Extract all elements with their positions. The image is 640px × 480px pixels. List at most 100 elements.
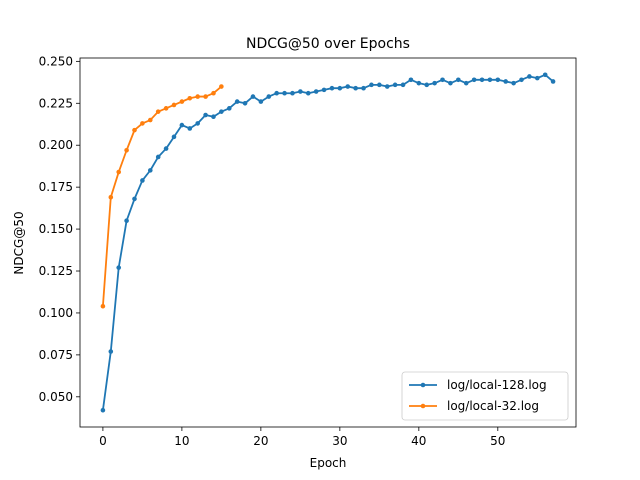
data-point (211, 114, 216, 120)
data-point (321, 87, 327, 93)
axes-frame (79, 57, 577, 428)
data-point (179, 122, 185, 128)
chart-title: NDCG@50 over Epochs (246, 36, 410, 52)
x-axis: 0 10 20 30 40 50 (99, 427, 505, 448)
data-point (527, 74, 532, 79)
legend: log/local-128.log log/local-32.log (401, 371, 569, 421)
data-point (400, 82, 406, 88)
data-point (298, 89, 303, 94)
data-point (440, 77, 445, 83)
data-point (511, 80, 516, 86)
data-point (479, 77, 485, 83)
x-tick-label: 0 (99, 434, 107, 448)
data-point (234, 99, 240, 104)
data-point (345, 84, 351, 89)
series-2 (100, 84, 224, 309)
data-point (266, 94, 272, 99)
x-tick-label: 50 (490, 434, 505, 448)
data-point (384, 84, 390, 89)
legend-box (401, 371, 569, 421)
data-point (250, 94, 256, 99)
data-point (471, 77, 477, 83)
y-tick-label: 0.150 (39, 222, 73, 236)
data-point (155, 154, 161, 160)
plot-area (100, 72, 556, 413)
data-point (463, 80, 469, 86)
data-point (416, 80, 422, 86)
x-tick-label: 20 (253, 434, 268, 448)
data-point (219, 84, 224, 89)
data-point (116, 169, 122, 175)
data-point (195, 121, 200, 126)
series-line (102, 85, 222, 307)
data-point (377, 82, 382, 88)
data-point (534, 75, 540, 81)
y-axis: 0.050 0.075 0.100 0.125 0.150 0.175 0.200 0.225… (39, 54, 80, 404)
data-point (226, 106, 232, 111)
y-tick-label: 0.200 (39, 138, 73, 152)
data-point (132, 127, 137, 133)
data-point (108, 194, 114, 200)
data-point (305, 90, 311, 96)
data-point (140, 121, 145, 126)
data-point (353, 85, 358, 91)
data-point (519, 77, 524, 83)
data-point (392, 82, 398, 88)
data-point (290, 90, 295, 96)
x-axis-label: Epoch (310, 456, 347, 470)
y-tick-label: 0.050 (39, 390, 73, 404)
data-point (187, 126, 193, 131)
data-point (116, 265, 122, 270)
data-point (503, 79, 509, 84)
data-point (369, 82, 374, 88)
data-point (211, 90, 216, 96)
data-point (147, 168, 153, 173)
data-point (187, 95, 193, 101)
data-point (100, 303, 106, 309)
data-point (203, 112, 208, 118)
data-point (542, 72, 548, 78)
legend-marker (420, 382, 426, 388)
data-point (163, 146, 169, 151)
y-tick-label: 0.175 (39, 180, 73, 194)
data-point (132, 196, 137, 202)
y-tick-label: 0.125 (39, 264, 73, 278)
data-point (408, 77, 414, 83)
data-point (282, 90, 287, 96)
data-point (313, 89, 319, 94)
data-point (100, 407, 106, 413)
y-tick-label: 0.250 (39, 54, 73, 68)
data-point (487, 77, 493, 83)
data-point (258, 99, 264, 104)
legend-label: log/local-128.log (447, 378, 547, 392)
data-point (171, 134, 177, 140)
data-point (171, 102, 177, 108)
data-point (124, 147, 129, 153)
data-point (203, 94, 208, 99)
data-point (155, 109, 161, 114)
data-point (495, 77, 501, 83)
data-point (140, 178, 145, 183)
data-point (361, 85, 366, 91)
x-tick-label: 40 (411, 434, 426, 448)
data-point (147, 117, 153, 123)
legend-marker (420, 403, 426, 409)
data-point (432, 80, 437, 86)
y-axis-label: NDCG@50 (12, 211, 26, 274)
data-point (550, 79, 556, 84)
data-point (195, 94, 200, 99)
data-point (424, 82, 430, 88)
series-1 (100, 72, 556, 413)
x-tick-label: 30 (332, 434, 347, 448)
legend-label: log/local-32.log (447, 399, 539, 413)
y-tick-label: 0.100 (39, 306, 73, 320)
data-point (124, 218, 129, 223)
data-point (337, 85, 343, 91)
series-line (102, 73, 554, 411)
data-point (163, 106, 169, 111)
data-point (219, 109, 224, 114)
y-tick-label: 0.075 (39, 348, 73, 362)
data-point (448, 80, 453, 86)
data-point (242, 100, 248, 106)
